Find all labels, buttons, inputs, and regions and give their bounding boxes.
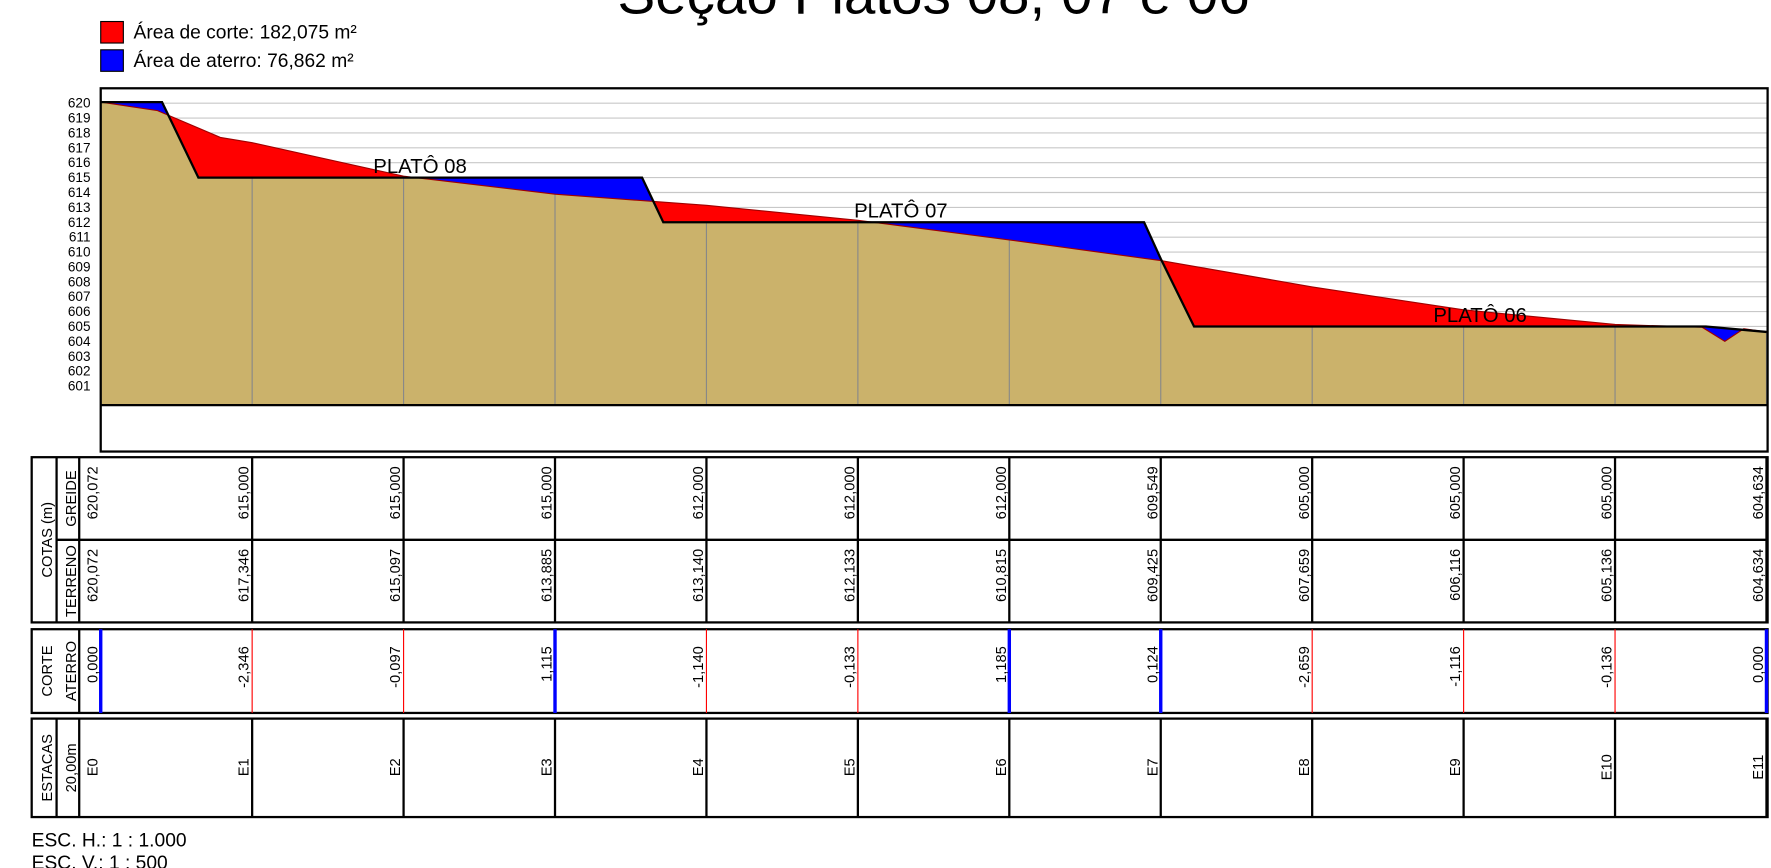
- station-label: E0: [85, 758, 101, 776]
- cota-value: 612,000: [691, 466, 707, 519]
- plot-frame: [99, 87, 1769, 453]
- y-tick-label: 610: [68, 245, 91, 260]
- group-label: ESTACAS: [40, 734, 56, 802]
- row-label: GREIDE: [64, 470, 80, 527]
- cota-value: 615,000: [388, 466, 404, 519]
- cut-fill-value: 1,115: [540, 646, 556, 682]
- cota-value: 612,133: [842, 549, 858, 602]
- cota-value: 615,000: [540, 466, 556, 519]
- cota-value: 610,815: [994, 549, 1010, 602]
- y-tick-label: 603: [68, 349, 91, 364]
- cota-value: 604,634: [1751, 466, 1767, 519]
- cut-fill-value: -0,097: [388, 646, 404, 688]
- cota-value: 613,140: [691, 549, 707, 602]
- table-box: [30, 628, 1769, 715]
- cut-fill-value: -1,140: [691, 646, 707, 688]
- cut-fill-label: CORTE: [40, 645, 56, 696]
- title: Seção Platôs 08, 07 e 06: [617, 0, 1249, 26]
- design-line: [100, 100, 1767, 334]
- scale-note: ESC. H.: 1 : 1.000: [32, 830, 187, 851]
- y-tick-label: 617: [68, 140, 91, 155]
- cota-value: 617,346: [237, 549, 253, 602]
- station-label: E10: [1600, 754, 1616, 780]
- cota-value: 613,885: [540, 549, 556, 602]
- y-tick-label: 604: [68, 334, 91, 349]
- station-label: E11: [1751, 755, 1767, 780]
- station-label: E9: [1448, 758, 1464, 776]
- y-tick-label: 607: [68, 289, 91, 304]
- station-label: E6: [994, 758, 1010, 776]
- y-tick-label: 618: [68, 125, 91, 140]
- cut-fill-value: -0,136: [1600, 646, 1616, 688]
- cota-value: 615,097: [388, 549, 404, 602]
- plato-label: PLATÔ 08: [373, 155, 467, 178]
- cut-fill-value: -0,133: [842, 646, 858, 688]
- cota-value: 620,072: [85, 466, 101, 519]
- plato-label: PLATÔ 06: [1433, 304, 1527, 327]
- cut-fill-value: 0,000: [1751, 646, 1767, 683]
- cota-value: 615,000: [237, 466, 253, 519]
- y-tick-label: 615: [68, 170, 91, 185]
- cota-value: 620,072: [85, 549, 101, 602]
- cut-fill-value: -1,116: [1448, 646, 1464, 687]
- plato-label: PLATÔ 07: [854, 200, 948, 223]
- y-tick-label: 616: [68, 155, 91, 170]
- station-label: E8: [1297, 758, 1313, 776]
- cota-value: 605,136: [1600, 549, 1616, 602]
- legend-label: Área de corte: 182,075 m²: [134, 22, 358, 43]
- station-label: E4: [691, 758, 707, 776]
- legend-swatch: [100, 20, 124, 44]
- y-tick-label: 612: [68, 215, 91, 230]
- y-tick-label: 602: [68, 364, 91, 379]
- cota-value: 606,116: [1448, 549, 1464, 601]
- legend-swatch: [100, 49, 124, 72]
- terrain-line: [100, 101, 1767, 343]
- station-label: E1: [237, 758, 253, 776]
- cut-fill-value: 1,185: [994, 646, 1010, 683]
- cut-fill-value: 0,124: [1145, 646, 1161, 683]
- cut-fill-value: -2,659: [1297, 646, 1313, 688]
- y-tick-label: 619: [68, 111, 91, 126]
- y-tick-label: 606: [68, 304, 91, 319]
- cota-value: 612,000: [842, 466, 858, 519]
- legend-label: Área de aterro: 76,862 m²: [134, 51, 355, 72]
- group-label: COTAS (m): [40, 502, 56, 578]
- station-label: E3: [540, 758, 556, 776]
- y-tick-label: 609: [68, 259, 91, 274]
- table-box: [30, 717, 1769, 819]
- y-tick-label: 613: [68, 200, 91, 215]
- cota-value: 609,425: [1145, 549, 1161, 602]
- cota-value: 605,000: [1297, 466, 1313, 519]
- cut-fill-label: ATERRO: [64, 641, 80, 701]
- cota-value: 612,000: [994, 466, 1010, 519]
- y-tick-label: 620: [68, 96, 91, 111]
- y-tick-label: 601: [68, 379, 91, 394]
- cut-fill-value: 0,000: [85, 646, 101, 683]
- y-tick-label: 611: [69, 230, 91, 245]
- station-label: E2: [388, 758, 404, 776]
- y-tick-label: 605: [68, 319, 91, 334]
- row-label: TERRENO: [64, 545, 80, 617]
- y-tick-label: 614: [68, 185, 91, 200]
- cota-value: 604,634: [1751, 549, 1767, 602]
- cota-value: 607,659: [1297, 549, 1313, 602]
- station-label: E7: [1145, 758, 1161, 776]
- scale-note: ESC. V.: 1 : 500: [32, 853, 168, 868]
- cota-value: 605,000: [1448, 466, 1464, 519]
- cota-value: 605,000: [1600, 466, 1616, 519]
- spacing-label: 20,00m: [64, 743, 80, 792]
- cut-fill-value: -2,346: [237, 646, 253, 688]
- station-label: E5: [842, 758, 858, 776]
- cota-value: 609,549: [1145, 466, 1161, 519]
- y-tick-label: 608: [68, 274, 91, 289]
